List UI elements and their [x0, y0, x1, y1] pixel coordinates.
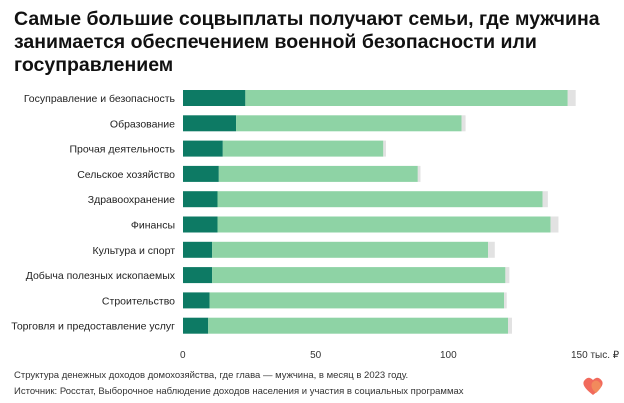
category-label: Прочая деятельность	[69, 144, 175, 156]
bar-segment-3	[504, 292, 507, 309]
bar-segment-2	[218, 165, 418, 182]
bar-segment-3	[417, 165, 421, 182]
bar-segment-2	[209, 292, 505, 309]
bar-segment-1	[183, 90, 246, 106]
x-tick-label: 0	[180, 350, 186, 361]
category-label: Сельское хозяйство	[77, 169, 175, 181]
bar-segment-2	[217, 191, 543, 208]
bar-segment-1	[183, 140, 223, 157]
bar-segment-1	[183, 267, 213, 284]
chart-source: Источник: Росстат, Выборочное наблюдение…	[14, 386, 464, 397]
category-label: Строительство	[102, 295, 175, 307]
bar-segment-3	[383, 140, 386, 157]
bar-segment-1	[183, 317, 209, 334]
chart-footnote: Структура денежных доходов домохозяйства…	[14, 370, 409, 381]
chart-title: Самые большие соцвыплаты получают семьи,…	[14, 8, 600, 76]
bar-segment-2	[212, 241, 489, 258]
bar-segment-1	[183, 191, 218, 208]
bar-segment-1	[183, 165, 219, 182]
bar-segment-2	[217, 216, 551, 233]
brand-logo-icon	[583, 377, 603, 395]
category-label: Финансы	[131, 220, 175, 232]
bar-segment-1	[183, 292, 210, 309]
bar-segment-3	[508, 317, 513, 334]
bar-segment-3	[567, 90, 576, 106]
bar-segment-2	[236, 115, 462, 132]
bar-segment-2	[212, 267, 506, 284]
bar-segment-2	[222, 140, 384, 157]
x-tick-label: 100	[440, 350, 457, 361]
bar-segment-1	[183, 115, 237, 132]
bar-segment-1	[183, 241, 213, 258]
bar-segment-3	[550, 216, 559, 233]
bar-segment-3	[542, 191, 548, 208]
bar-segment-1	[183, 216, 218, 233]
x-tick-label: 150 тыс. ₽	[571, 350, 620, 361]
category-label: Добыча полезных ископаемых	[26, 270, 176, 282]
category-label: Торговля и предоставление услуг	[11, 321, 175, 333]
category-label: Образование	[110, 118, 175, 130]
bar-segment-3	[505, 267, 510, 284]
category-label: Культура и спорт	[92, 245, 175, 257]
bar-segment-3	[488, 241, 495, 258]
bar-segment-2	[245, 90, 568, 106]
bar-segment-2	[208, 317, 509, 334]
x-tick-label: 50	[310, 350, 322, 361]
category-label: Госуправление и безопасность	[24, 93, 176, 105]
category-label: Здравоохранение	[88, 194, 175, 206]
bar-segment-3	[461, 115, 466, 132]
